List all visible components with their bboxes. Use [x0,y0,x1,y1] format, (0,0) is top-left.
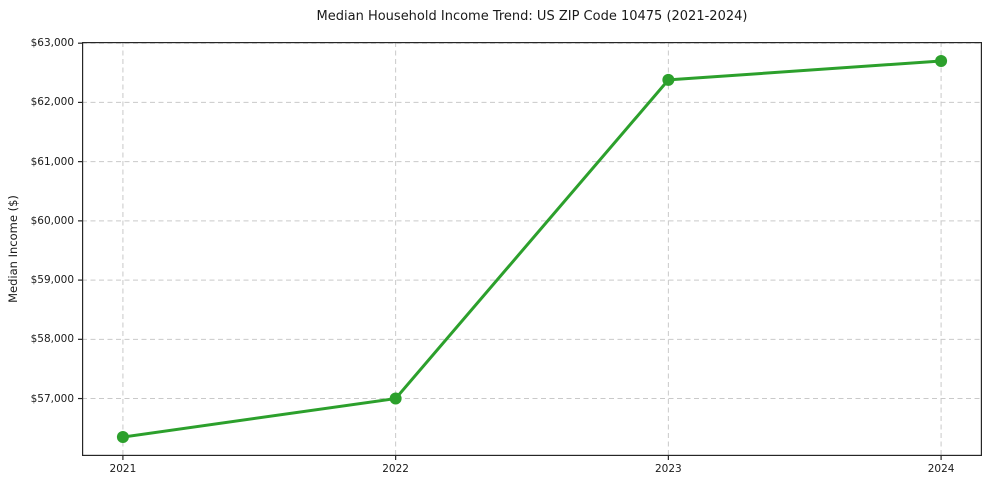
x-tick-label: 2022 [382,463,409,475]
trend-line [121,59,943,439]
y-tick-label: $57,000 [30,392,74,405]
x-tick-label: 2024 [927,463,955,475]
y-tick-label: $61,000 [30,155,74,168]
x-tick-label: 2023 [654,463,682,475]
y-tick-label: $63,000 [30,37,74,50]
data-point-marker [662,73,675,86]
plot-area [78,42,982,460]
y-tick-label: $62,000 [30,96,74,109]
data-point-marker [116,431,129,444]
data-point-marker [389,392,402,405]
chart-title: Median Household Income Trend: US ZIP Co… [316,9,748,24]
y-tick-label: $60,000 [30,214,74,227]
plot-border [82,42,982,456]
y-tick-label: $59,000 [30,274,74,287]
data-point-marker [935,54,948,67]
y-tick-label: $58,000 [30,333,74,346]
x-tick-label: 2021 [109,463,137,475]
